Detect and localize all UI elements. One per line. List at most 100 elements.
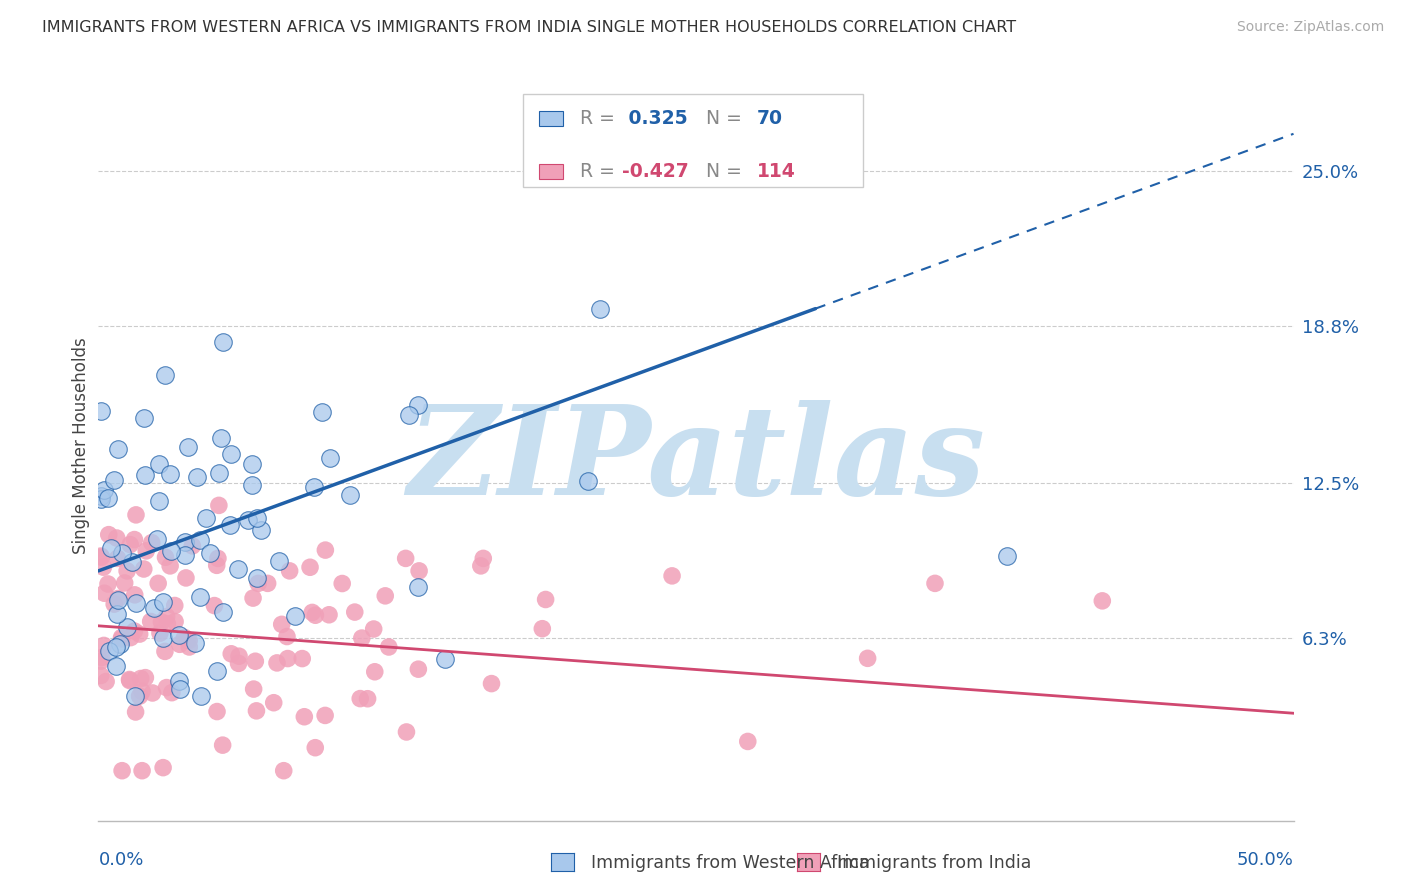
Point (155, 550, 177, 565)
Point (90, 403, 112, 417)
Point (205, 558, 228, 573)
Point (924, 576, 946, 591)
Point (267, 553, 290, 567)
Y-axis label: Single Mother Households: Single Mother Households (72, 338, 90, 554)
Point (242, 477, 264, 491)
Point (146, 532, 169, 546)
Text: ZIPatlas: ZIPatlas (406, 401, 986, 522)
Point (142, 601, 165, 615)
Point (207, 551, 229, 566)
Text: 70: 70 (756, 109, 783, 128)
Point (152, 595, 174, 609)
Point (314, 708, 336, 723)
Point (256, 576, 278, 591)
Point (115, 620, 138, 634)
Point (250, 523, 273, 537)
Point (173, 631, 195, 645)
Point (160, 686, 183, 700)
Text: 0.0%: 0.0% (98, 851, 143, 869)
FancyBboxPatch shape (523, 94, 863, 187)
Point (90, 668, 112, 682)
Point (110, 637, 132, 651)
Point (219, 518, 242, 533)
Point (132, 562, 155, 576)
Point (350, 631, 373, 645)
Point (245, 654, 267, 668)
Point (93, 586, 115, 600)
Point (330, 576, 353, 591)
Point (93, 639, 115, 653)
Point (90, 654, 112, 668)
Point (155, 681, 177, 695)
Point (150, 615, 173, 629)
Point (110, 631, 132, 645)
Point (111, 764, 134, 778)
Point (242, 682, 264, 697)
Point (97, 491, 120, 506)
Text: Source: ZipAtlas.com: Source: ZipAtlas.com (1237, 20, 1385, 34)
Point (277, 651, 299, 665)
Point (131, 764, 153, 778)
Point (228, 562, 250, 576)
Point (198, 546, 221, 560)
Point (120, 538, 142, 552)
Point (90, 489, 112, 503)
Point (107, 591, 129, 606)
Point (141, 535, 163, 549)
Point (311, 405, 333, 419)
Point (149, 626, 172, 640)
FancyBboxPatch shape (540, 112, 564, 126)
Point (246, 511, 269, 525)
Point (406, 398, 429, 412)
Point (179, 633, 201, 648)
Point (159, 558, 181, 573)
Point (589, 301, 612, 316)
Point (118, 673, 141, 688)
Point (167, 674, 190, 689)
Point (105, 659, 128, 673)
Text: 50.0%: 50.0% (1237, 851, 1294, 869)
Point (118, 673, 141, 687)
Point (156, 616, 179, 631)
Point (212, 605, 235, 619)
Point (141, 686, 163, 700)
Point (204, 599, 226, 613)
Point (995, 549, 1018, 563)
Point (319, 451, 342, 466)
Point (165, 615, 187, 629)
Point (291, 651, 314, 665)
Point (356, 691, 378, 706)
Point (121, 555, 143, 569)
Point (661, 569, 683, 583)
Point (152, 761, 174, 775)
Point (208, 466, 231, 480)
Point (120, 631, 142, 645)
Point (364, 665, 387, 679)
Point (531, 622, 554, 636)
Point (148, 458, 170, 472)
Point (90, 650, 112, 665)
Point (139, 615, 162, 629)
Point (470, 558, 492, 573)
Point (90, 491, 112, 506)
Point (211, 738, 233, 752)
Point (174, 534, 197, 549)
Point (190, 689, 212, 703)
Point (349, 691, 371, 706)
Point (97, 527, 120, 541)
Text: R =: R = (581, 109, 621, 128)
Point (304, 608, 326, 623)
Point (188, 590, 211, 604)
Point (273, 764, 295, 778)
Point (134, 671, 156, 685)
Point (105, 531, 128, 545)
Point (363, 622, 385, 636)
Point (343, 605, 366, 619)
Point (205, 705, 228, 719)
Point (153, 368, 176, 382)
Point (174, 571, 197, 585)
Text: 0.325: 0.325 (621, 109, 688, 128)
Point (94, 674, 117, 689)
Point (314, 543, 336, 558)
Point (128, 689, 150, 703)
